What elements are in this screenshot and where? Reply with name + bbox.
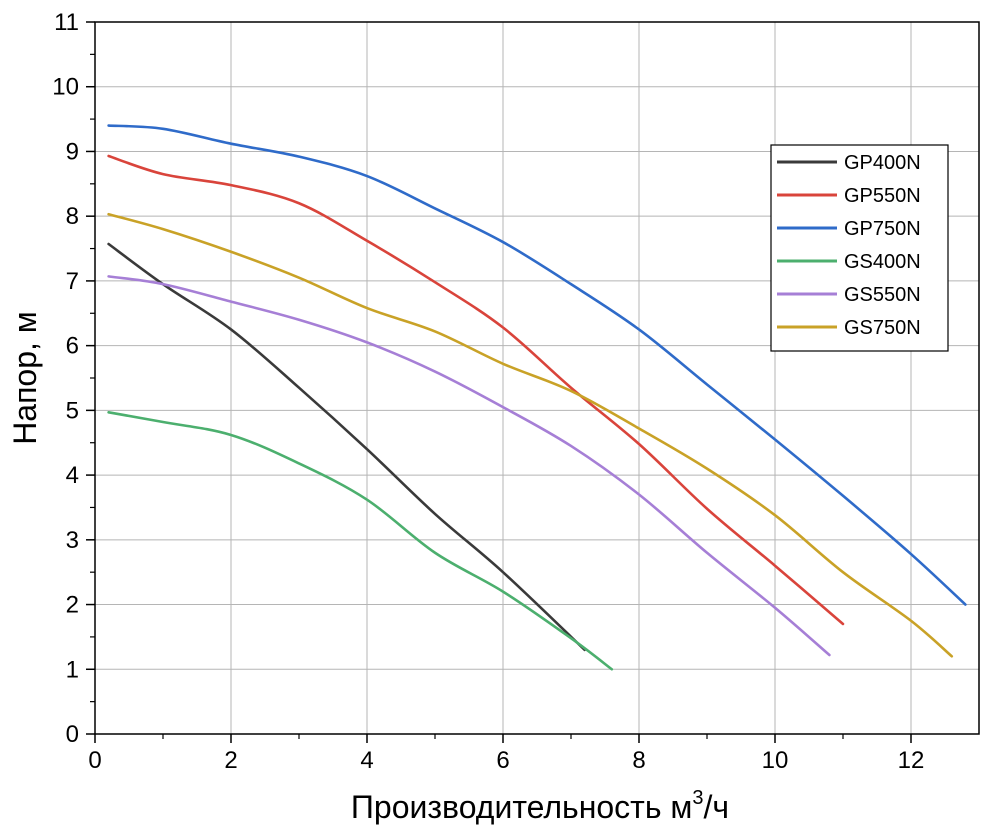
series-layer [107, 124, 967, 671]
legend-label: GP750N [844, 218, 921, 240]
x-tick-label: 4 [360, 747, 373, 774]
legend-label: GS400N [844, 251, 921, 273]
legend-box [770, 144, 949, 352]
x-axis-title: Производительность м3/ч [351, 787, 729, 825]
x-axis-title-main: Производительность м [351, 789, 692, 825]
series-line-gp750n [107, 124, 967, 606]
y-tick-label: 10 [52, 74, 79, 101]
legend-label: GS550N [844, 284, 921, 306]
y-tick-label: 6 [66, 333, 79, 360]
x-tick-label: 6 [496, 747, 509, 774]
legend: GP400N GP550N GP750N GS400N GS550N GS750N [770, 144, 949, 352]
series-line-gs750n [107, 212, 954, 658]
series-line-gp400n [107, 242, 586, 652]
y-tick-label: 11 [54, 9, 79, 36]
x-tick-label: 12 [898, 747, 925, 774]
x-tick-label: 10 [762, 747, 789, 774]
y-axis-title: Напор, м [7, 311, 43, 445]
x-axis-title-superscript: 3 [692, 787, 703, 809]
y-tick-label: 5 [66, 397, 79, 424]
y-tick-label: 0 [66, 721, 79, 748]
y-tick-label: 9 [66, 138, 79, 165]
y-tick-label: 4 [66, 462, 79, 489]
y-tick-label: 3 [66, 527, 79, 554]
y-tick-label: 8 [66, 203, 79, 230]
x-tick-label: 0 [88, 747, 101, 774]
series-line-gs400n [107, 411, 614, 671]
y-tick-label: 7 [66, 268, 79, 295]
x-tick-label: 8 [632, 747, 645, 774]
x-axis-title-tail: /ч [704, 789, 730, 825]
y-tick-label: 2 [66, 592, 79, 619]
series-line-gs550n [107, 275, 831, 657]
legend-label: GS750N [844, 317, 921, 339]
x-tick-label: 2 [224, 747, 237, 774]
legend-label: GP550N [844, 185, 921, 207]
series-line-gp550n [107, 154, 845, 626]
legend-label: GP400N [844, 152, 921, 174]
y-tick-label: 1 [66, 656, 79, 683]
